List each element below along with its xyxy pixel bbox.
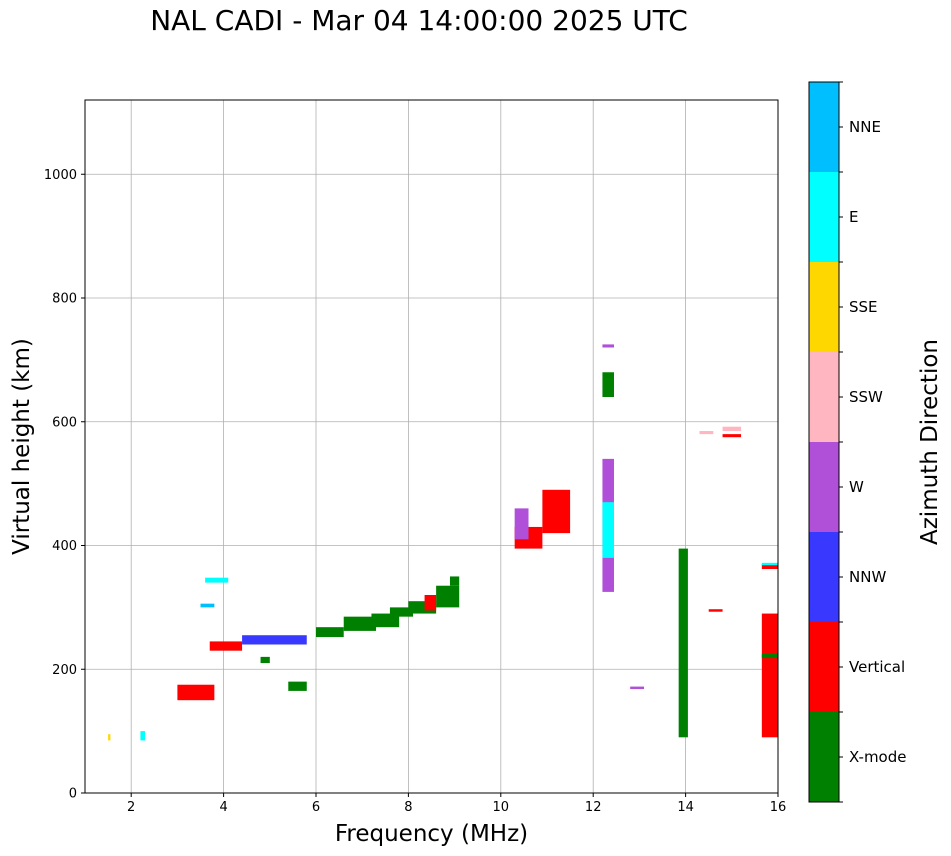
echo-mark <box>140 731 146 741</box>
colorbar-label: W <box>849 478 864 496</box>
echo-mark <box>177 684 215 701</box>
echo-mark <box>343 616 377 631</box>
x-tick-label: 8 <box>404 800 412 815</box>
echo-mark <box>108 734 111 741</box>
plot-frame <box>84 99 779 794</box>
x-tick-label: 16 <box>770 800 787 815</box>
y-tick-label: 600 <box>52 415 77 430</box>
echo-mark <box>242 635 307 645</box>
echo-mark <box>602 372 614 397</box>
colorbar-label: NNE <box>849 118 881 136</box>
echo-mark <box>288 681 307 691</box>
x-tick-label: 12 <box>585 800 602 815</box>
x-tick-label: 4 <box>219 800 227 815</box>
y-tick-label: 400 <box>52 539 77 554</box>
echo-mark <box>708 609 723 612</box>
colorbar-segment <box>809 262 839 352</box>
echo-mark <box>260 656 270 664</box>
echo-mark <box>200 603 215 608</box>
y-tick-label: 200 <box>52 663 77 678</box>
y-tick-label: 800 <box>52 292 77 307</box>
colorbar-segment <box>809 532 839 622</box>
echo-mark <box>761 613 778 738</box>
echo-mark <box>316 627 344 638</box>
colorbar-segment <box>809 352 839 442</box>
y-axis-label: Virtual height (km) <box>9 338 35 555</box>
echo-mark <box>371 613 400 628</box>
colorbar-label: NNW <box>849 568 886 586</box>
echo-mark <box>389 607 414 617</box>
x-tick-label: 10 <box>493 800 510 815</box>
colorbar-segment <box>809 712 839 802</box>
x-tick-label: 6 <box>312 800 320 815</box>
echo-mark <box>761 564 778 570</box>
echo-mark <box>761 653 778 659</box>
x-tick-label: 2 <box>127 800 135 815</box>
echo-mark <box>209 641 243 651</box>
echo-mark <box>722 426 742 432</box>
chart-title: NAL CADI - Mar 04 14:00:00 2025 UTC <box>150 4 688 37</box>
colorbar-frame <box>808 81 840 803</box>
echo-mark <box>630 686 645 690</box>
echo-mark <box>436 585 460 608</box>
y-tick-label: 0 <box>69 787 77 802</box>
echo-mark <box>449 576 460 586</box>
x-tick-label: 14 <box>677 800 694 815</box>
echo-mark <box>699 431 714 435</box>
colorbar-label: E <box>849 208 858 226</box>
colorbar-title: Azimuth Direction <box>917 339 943 545</box>
y-tick-label: 1000 <box>44 168 77 183</box>
colorbar-segment <box>809 622 839 712</box>
echo-mark <box>424 595 437 611</box>
echo-mark <box>602 344 614 348</box>
x-axis-label: Frequency (MHz) <box>335 821 528 847</box>
echo-mark <box>761 562 778 566</box>
colorbar-segment <box>809 172 839 262</box>
colorbar-label: X-mode <box>849 748 906 766</box>
echo-mark <box>542 489 571 534</box>
colorbar-segment <box>809 82 839 172</box>
echo-mark <box>602 502 614 558</box>
colorbar-label: SSE <box>849 298 878 316</box>
echo-mark <box>722 434 742 438</box>
colorbar-segment <box>809 442 839 532</box>
echo-mark <box>205 577 229 583</box>
echo-mark <box>514 508 529 540</box>
colorbar-label: Vertical <box>849 658 905 676</box>
colorbar-label: SSW <box>849 388 883 406</box>
echo-mark <box>678 548 688 738</box>
